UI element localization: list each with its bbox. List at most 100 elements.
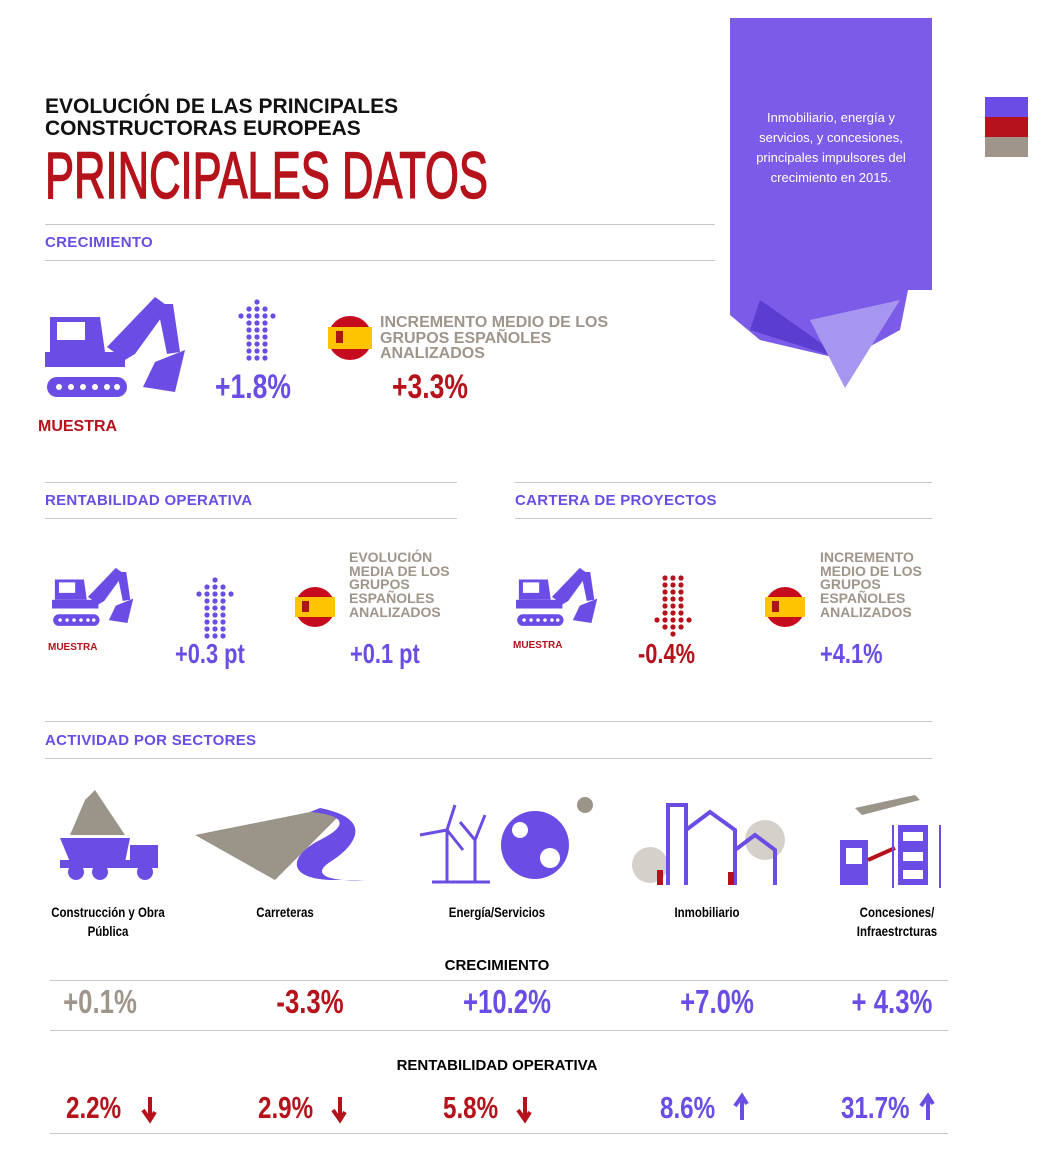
arrow-dot [654, 617, 660, 623]
sector-name: Construcción y Obra Pública [51, 904, 165, 939]
arrow-dot [204, 591, 210, 597]
row-heading: RENTABILIDAD OPERATIVA [396, 1057, 598, 1074]
arrow-dot [228, 591, 234, 597]
trend-arrow [141, 1092, 935, 1124]
sector-name: Concesiones/ Infraestrcturas [856, 904, 938, 939]
sector-name: Inmobiliario [674, 904, 740, 920]
arrow-dot [220, 598, 226, 604]
sector-margin: 5.8% [443, 1090, 499, 1125]
title-line: CONSTRUCTORAS EUROPEAS [45, 117, 361, 140]
sample-value: -0.4% [638, 638, 696, 669]
arrow-dot [204, 626, 210, 632]
arrow-dot [254, 341, 260, 347]
arrow-dot [204, 605, 210, 611]
banner-tail [810, 300, 900, 388]
rule [50, 980, 948, 981]
sector-margin: 2.9% [258, 1090, 314, 1125]
arrow-dot [670, 617, 676, 623]
arrow-dot [678, 596, 684, 602]
rule [45, 482, 457, 483]
sample-value: +0.3 pt [175, 638, 245, 669]
arrow-dot [220, 584, 226, 590]
arrow-dot [670, 624, 676, 630]
spain-label: EVOLUCIÓN MEDIA DE LOS GRUPOS ESPAÑOLES … [349, 549, 450, 620]
excavator [52, 567, 134, 626]
arrow-dot [262, 355, 268, 361]
arrow-dot [678, 610, 684, 616]
arrow-dot [212, 577, 218, 583]
arrow-dot [254, 306, 260, 312]
sector-icon-construction [60, 790, 158, 880]
arrow-dot [254, 320, 260, 326]
sector-margin: 8.6% [660, 1090, 716, 1125]
banner-shape [730, 18, 1028, 388]
arrow-dot [212, 591, 218, 597]
arrow-dot [212, 619, 218, 625]
sector-growth: -3.3% [276, 983, 344, 1020]
spain-value: +0.1 pt [350, 638, 420, 669]
spain-label: INCREMENTO MEDIO DE LOS GRUPOS ESPAÑOLES… [820, 549, 922, 620]
sector-icon-concessions [840, 795, 941, 888]
arrow-dot [212, 584, 218, 590]
banner-text: Inmobiliario, energía y servicios, y con… [756, 110, 906, 185]
arrow-dot [254, 299, 260, 305]
banner [730, 18, 932, 360]
arrow-dot [204, 619, 210, 625]
arrow-dot [262, 306, 268, 312]
sector-growth: +10.2% [462, 983, 552, 1020]
arrow-dot [220, 626, 226, 632]
arrow-dot [670, 582, 676, 588]
section-heading: ACTIVIDAD POR SECTORES [45, 732, 257, 749]
arrow-dot [246, 327, 252, 333]
arrow-dot [212, 626, 218, 632]
sector-name: Carreteras [256, 904, 314, 920]
arrow-dot [212, 598, 218, 604]
arrow-dot [678, 617, 684, 623]
sample-value: +1.8% [215, 368, 291, 406]
subtitle: PRINCIPALES DATOS [45, 138, 489, 212]
arrow-dot [262, 327, 268, 333]
sample-label: MUESTRA [48, 642, 98, 653]
arrow-dot [262, 313, 268, 319]
spain-label: INCREMENTO MEDIO DE LOS GRUPOS ESPAÑOLES… [380, 314, 609, 363]
rule [515, 518, 932, 519]
arrow-dot [678, 582, 684, 588]
arrow-dot [254, 313, 260, 319]
swatch [985, 97, 1028, 117]
swatch [985, 137, 1028, 157]
arrow-dot [678, 624, 684, 630]
arrow-dot [262, 348, 268, 354]
arrow-dot [670, 596, 676, 602]
arrow-dot [246, 306, 252, 312]
sector-icon-roads [195, 808, 365, 881]
title-line: EVOLUCIÓN DE LAS PRINCIPALES [45, 95, 399, 118]
section-heading: CARTERA DE PROYECTOS [515, 492, 717, 509]
arrow-dot [254, 348, 260, 354]
arrow-dot [246, 348, 252, 354]
arrow-dot [220, 619, 226, 625]
arrow-dot [670, 589, 676, 595]
rule [50, 1133, 948, 1134]
sector-growth: +7.0% [680, 983, 754, 1020]
arrow-dot [662, 575, 668, 581]
spain-value: +3.3% [392, 368, 468, 406]
rule [45, 224, 715, 225]
arrow-dot [254, 327, 260, 333]
arrow-dot [254, 334, 260, 340]
arrow-dot [238, 313, 244, 319]
arrow-dot [212, 633, 218, 639]
arrow-dot [670, 575, 676, 581]
arrow-dot [196, 591, 202, 597]
arrow-dot [662, 582, 668, 588]
arrow-dot [678, 589, 684, 595]
flag [295, 316, 805, 627]
arrow-dot [204, 598, 210, 604]
arrow-dot [270, 313, 276, 319]
sample-label: MUESTRA [38, 418, 118, 435]
arrow-dot [662, 603, 668, 609]
arrow-dot [246, 320, 252, 326]
arrow-dot [670, 631, 676, 637]
arrow-dot [212, 605, 218, 611]
arrow-dot [246, 334, 252, 340]
